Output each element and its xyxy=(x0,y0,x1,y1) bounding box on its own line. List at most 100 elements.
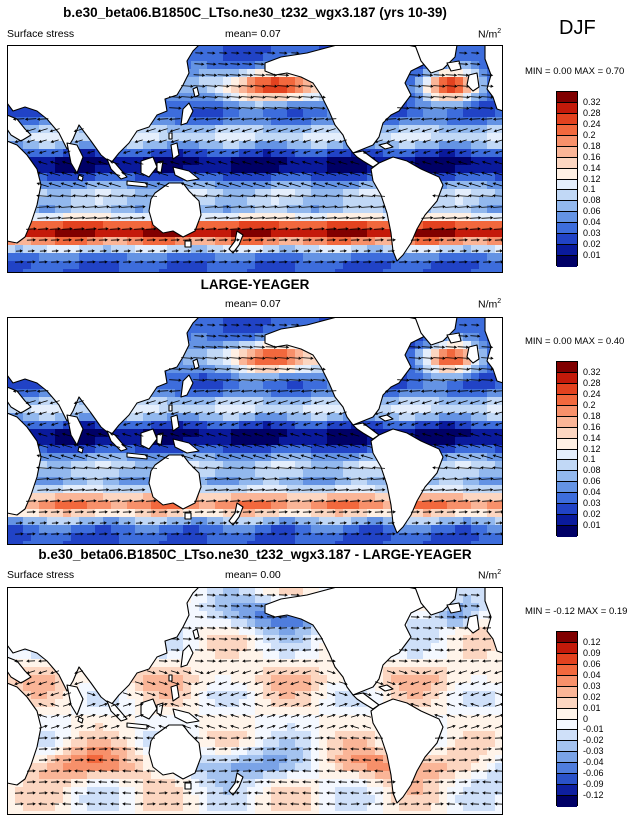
colorbar-swatch xyxy=(557,515,577,527)
panel-3-units: N/m2 xyxy=(478,569,502,582)
colorbar-swatch xyxy=(557,256,577,267)
colorbar-swatch xyxy=(557,168,577,180)
colorbar-swatch xyxy=(557,212,577,224)
colorbar-swatch xyxy=(557,460,577,472)
colorbar-tick-label: 0.03 xyxy=(583,680,601,691)
colorbar-tick-label: 0.01 xyxy=(583,250,601,261)
colorbar-tick-label: 0.24 xyxy=(583,118,601,129)
colorbar-tick-label: -0.04 xyxy=(583,757,604,768)
colorbar-swatch xyxy=(557,719,577,731)
colorbar-swatch xyxy=(557,449,577,461)
colorbar-swatch xyxy=(557,92,577,103)
panel-2-units: N/m2 xyxy=(478,298,502,311)
colorbar-tick-label: 0.18 xyxy=(583,140,601,151)
continents xyxy=(7,317,503,534)
colorbar-tick-label: 0.1 xyxy=(583,184,596,195)
colorbar-swatch xyxy=(557,405,577,417)
colorbar-tick-label: 0.06 xyxy=(583,206,601,217)
colorbar-tick-label: 0.06 xyxy=(583,476,601,487)
colorbar-swatch xyxy=(557,124,577,136)
colorbar-swatch xyxy=(557,675,577,687)
colorbar-swatch xyxy=(557,190,577,202)
panel-3-variable: Surface stress xyxy=(7,569,75,581)
colorbar-swatch xyxy=(557,752,577,764)
colorbar-swatch xyxy=(557,223,577,235)
colorbar-tick-label: -0.06 xyxy=(583,768,604,779)
colorbar-tick-label: 0.08 xyxy=(583,195,601,206)
colorbar-swatch xyxy=(557,372,577,384)
season-label: DJF xyxy=(559,17,596,39)
colorbar-tick-label: 0.02 xyxy=(583,509,601,520)
colorbar-swatch xyxy=(557,493,577,505)
panel-3-map xyxy=(7,587,503,815)
colorbar-swatch xyxy=(557,526,577,537)
colorbar-tick-label: 0.02 xyxy=(583,691,601,702)
map-frame xyxy=(7,317,503,545)
colorbar-tick-label: 0.1 xyxy=(583,454,596,465)
colorbar-tick-label: 0.28 xyxy=(583,377,601,388)
colorbar-tick-label: -0.02 xyxy=(583,735,604,746)
colorbar-swatch xyxy=(557,113,577,125)
panel-3-title: b.e30_beta06.B1850C_LTso.ne30_t232_wgx3.… xyxy=(38,547,472,562)
colorbar-swatch xyxy=(557,796,577,807)
continents xyxy=(7,587,503,804)
colorbar-swatch xyxy=(557,179,577,191)
colorbar-swatch xyxy=(557,632,577,643)
colorbar-swatch xyxy=(557,730,577,742)
colorbar-tick-label: 0.12 xyxy=(583,443,601,454)
colorbar-tick-label: 0.01 xyxy=(583,702,601,713)
colorbar-tick-label: -0.12 xyxy=(583,790,604,801)
panel-1-mean: mean= 0.07 xyxy=(225,28,281,40)
panel-1-minmax: MIN = 0.00 MAX = 0.70 xyxy=(525,66,625,77)
colorbar-swatches xyxy=(556,91,578,267)
colorbar-swatch xyxy=(557,135,577,147)
colorbar-tick-label: 0.28 xyxy=(583,107,601,118)
colorbar-tick-label: 0.06 xyxy=(583,658,601,669)
colorbar-tick-label: 0.2 xyxy=(583,129,596,140)
colorbar-swatch xyxy=(557,708,577,720)
colorbar-tick-label: 0.12 xyxy=(583,636,601,647)
colorbar-swatch xyxy=(557,234,577,246)
colorbar-tick-label: 0.2 xyxy=(583,399,596,410)
colorbar-swatch xyxy=(557,102,577,114)
colorbar-tick-label: 0.16 xyxy=(583,151,601,162)
stress-vectors xyxy=(12,323,503,536)
panel-3-minmax: MIN = -0.12 MAX = 0.19 xyxy=(525,606,628,617)
panel-2-minmax: MIN = 0.00 MAX = 0.40 xyxy=(525,336,625,347)
colorbar-swatch xyxy=(557,664,577,676)
colorbar-swatch xyxy=(557,157,577,169)
colorbar-tick-label: 0 xyxy=(583,713,589,724)
colorbar-tick-label: -0.09 xyxy=(583,779,604,790)
colorbar-swatch xyxy=(557,504,577,516)
colorbar-tick-label: 0.04 xyxy=(583,669,601,680)
colorbar-swatch xyxy=(557,741,577,753)
colorbar-tick-label: 0.08 xyxy=(583,465,601,476)
panel-1-title: b.e30_beta06.B1850C_LTso.ne30_t232_wgx3.… xyxy=(63,5,447,20)
colorbar-tick-label: 0.04 xyxy=(583,217,601,228)
colorbar-swatch xyxy=(557,362,577,373)
colorbar-swatch xyxy=(557,763,577,775)
colorbar-tick-label: 0.03 xyxy=(583,498,601,509)
panel-1-map xyxy=(7,45,503,273)
panel-1-variable: Surface stress xyxy=(7,28,75,40)
panel-2-colorbar: 0.32 0.28 0.24 0.2 0.18 0.16 0.14 0.12 0.1 0.08 0.… xyxy=(556,361,626,537)
colorbar-swatch xyxy=(557,482,577,494)
colorbar-swatch xyxy=(557,697,577,709)
colorbar-swatch xyxy=(557,245,577,257)
colorbar-tick-label: 0.32 xyxy=(583,96,601,107)
map-frame xyxy=(7,45,503,273)
panel-3-colorbar: 0.12 0.09 0.06 0.04 0.03 0.02 0.01 0 -0.01 -0.02-… xyxy=(556,631,626,807)
colorbar-tick-label: 0.14 xyxy=(583,432,601,443)
colorbar-swatch xyxy=(557,686,577,698)
colorbar-tick-label: 0.03 xyxy=(583,228,601,239)
colorbar-tick-label: -0.01 xyxy=(583,724,604,735)
colorbar-tick-label: 0.24 xyxy=(583,388,601,399)
colorbar-swatch xyxy=(557,785,577,797)
stress-vectors xyxy=(14,593,503,806)
colorbar-swatch xyxy=(557,774,577,786)
panel-2-mean: mean= 0.07 xyxy=(225,298,281,310)
panel-2-map xyxy=(7,317,503,545)
colorbar-tick-label: 0.01 xyxy=(583,520,601,531)
colorbar-swatch xyxy=(557,394,577,406)
colorbar-swatch xyxy=(557,653,577,665)
